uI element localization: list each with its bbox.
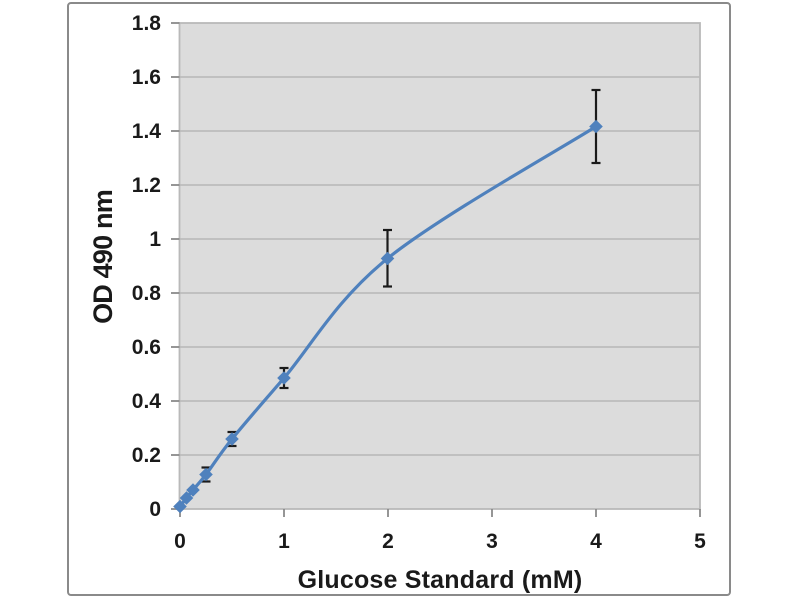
svg-text:1.4: 1.4 — [132, 120, 162, 143]
svg-text:5: 5 — [694, 530, 706, 553]
svg-text:OD 490 nm: OD 490 nm — [88, 190, 118, 324]
svg-text:1: 1 — [149, 228, 161, 251]
svg-text:1: 1 — [278, 530, 290, 553]
svg-text:0.6: 0.6 — [132, 336, 161, 359]
svg-text:0.4: 0.4 — [132, 390, 162, 413]
svg-text:0.2: 0.2 — [132, 444, 161, 467]
svg-text:4: 4 — [590, 530, 602, 553]
svg-text:0: 0 — [174, 530, 186, 553]
svg-text:1.6: 1.6 — [132, 66, 161, 89]
svg-text:3: 3 — [486, 530, 498, 553]
svg-text:Glucose Standard (mM): Glucose Standard (mM) — [298, 566, 583, 594]
svg-text:2: 2 — [382, 530, 394, 553]
svg-text:0.8: 0.8 — [132, 282, 162, 305]
svg-text:0: 0 — [149, 498, 161, 521]
svg-text:1.8: 1.8 — [132, 12, 162, 35]
svg-text:1.2: 1.2 — [132, 174, 161, 197]
